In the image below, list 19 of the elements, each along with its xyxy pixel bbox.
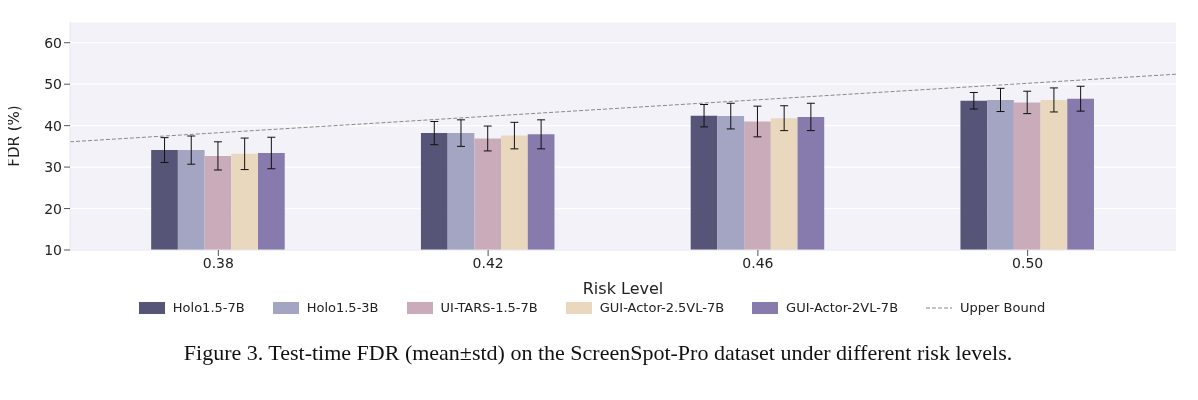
legend-label: Holo1.5-3B xyxy=(306,300,379,315)
x-tick-label: 0.46 xyxy=(742,254,774,271)
x-tick-label: 0.38 xyxy=(202,254,234,271)
legend-label: GUI-Actor-2VL-7B xyxy=(786,300,899,315)
caption: Figure 3. Test-time FDR (mean±std) on the ScreenSpot-Pro dataset under different risk levels. xyxy=(182,340,1014,366)
legend-label: Upper Bound xyxy=(960,300,1046,315)
legend-label: Holo1.5-7B xyxy=(172,300,245,315)
y-tick-label: 10 xyxy=(44,241,62,258)
legend-label: GUI-Actor-2.5VL-7B xyxy=(599,300,725,315)
y-tick-label: 40 xyxy=(44,117,62,134)
legend-label: UI-TARS-1.5-7B xyxy=(440,300,538,315)
x-tick-label: 0.50 xyxy=(1012,254,1044,271)
y-tick-label: 30 xyxy=(44,159,62,176)
y-tick-label: 50 xyxy=(44,76,62,93)
y-axis-title: FDR (%) xyxy=(5,105,24,167)
y-tick-label: 20 xyxy=(44,200,62,217)
x-tick-label: 0.42 xyxy=(472,254,504,271)
y-tick-label: 60 xyxy=(44,34,62,51)
x-axis-title: Risk Level xyxy=(582,279,664,298)
